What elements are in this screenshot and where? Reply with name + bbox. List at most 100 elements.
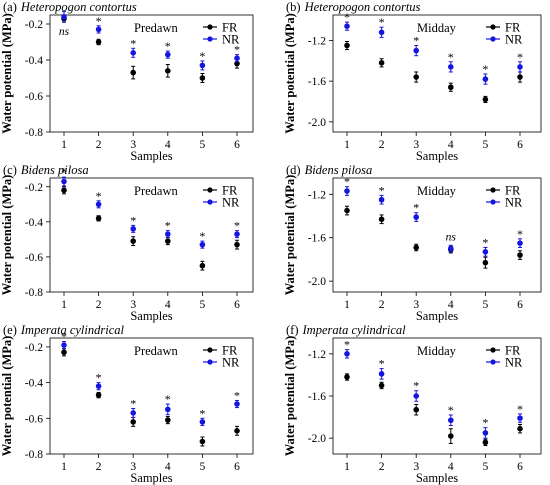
point-NR bbox=[482, 76, 489, 82]
significance-label: * bbox=[482, 62, 488, 76]
point-NR bbox=[378, 29, 385, 36]
x-tick-label: 5 bbox=[483, 139, 489, 151]
point-NR bbox=[344, 188, 350, 194]
plot-frame bbox=[332, 177, 542, 293]
point-FR bbox=[95, 215, 102, 222]
significance-label: * bbox=[96, 371, 102, 385]
time-label: Predawn bbox=[134, 21, 178, 35]
x-tick-label: 2 bbox=[379, 139, 385, 151]
legend-marker-FR bbox=[207, 187, 213, 193]
point-FR bbox=[448, 433, 454, 439]
significance-label: * bbox=[130, 36, 136, 50]
y-tick-label: -0.2 bbox=[25, 19, 43, 31]
y-tick-label: -0.2 bbox=[25, 342, 43, 354]
point-NR bbox=[234, 231, 240, 237]
y-tick-label: -0.4 bbox=[25, 217, 43, 229]
legend-label-FR: FR bbox=[222, 184, 238, 198]
plot-frame bbox=[49, 14, 254, 133]
x-tick-label: 4 bbox=[165, 139, 171, 151]
y-axis-title: Water potential (MPa) bbox=[0, 13, 14, 134]
point-FR bbox=[234, 428, 240, 434]
x-tick-label: 4 bbox=[165, 299, 171, 311]
y-tick-label: -1.6 bbox=[308, 391, 326, 403]
significance-label: * bbox=[379, 15, 385, 29]
legend-label-FR: FR bbox=[505, 21, 521, 35]
x-axis-title: Samples bbox=[130, 309, 172, 323]
point-NR bbox=[378, 371, 385, 377]
significance-label: * bbox=[344, 10, 350, 24]
legend-marker-FR bbox=[490, 24, 496, 30]
x-tick-label: 2 bbox=[379, 461, 385, 473]
point-FR bbox=[344, 42, 350, 49]
significance-label: * bbox=[413, 379, 419, 393]
point-NR bbox=[234, 55, 240, 61]
legend-marker-NR bbox=[207, 36, 213, 42]
point-FR bbox=[482, 96, 489, 103]
panel-letter: (c) bbox=[3, 163, 17, 177]
legend-marker-FR bbox=[490, 187, 496, 193]
x-tick-label: 2 bbox=[96, 139, 102, 151]
x-tick-label: 1 bbox=[344, 461, 350, 473]
legend-label-FR: FR bbox=[505, 184, 521, 198]
point-FR bbox=[199, 438, 206, 445]
plot-frame bbox=[49, 177, 254, 293]
point-NR bbox=[130, 226, 136, 232]
significance-label: * bbox=[517, 50, 523, 64]
y-tick-label: -0.6 bbox=[25, 91, 43, 103]
x-tick-label: 5 bbox=[200, 139, 206, 151]
x-tick-label: 4 bbox=[448, 299, 454, 311]
significance-label: * bbox=[96, 189, 102, 203]
time-label: Midday bbox=[417, 21, 457, 35]
point-FR bbox=[165, 68, 171, 74]
legend-label-NR: NR bbox=[505, 196, 523, 210]
x-tick-label: 1 bbox=[61, 299, 67, 311]
legend-marker-FR bbox=[207, 24, 213, 30]
significance-label: * bbox=[344, 338, 350, 352]
legend-label-NR: NR bbox=[505, 33, 523, 47]
significance-label: * bbox=[413, 34, 419, 48]
species-name: Heteropogon contortus bbox=[20, 0, 137, 14]
point-NR bbox=[61, 178, 67, 185]
x-tick-label: 6 bbox=[234, 461, 240, 473]
x-tick-label: 1 bbox=[344, 299, 350, 311]
point-NR bbox=[61, 342, 67, 348]
x-tick-label: 3 bbox=[413, 461, 419, 473]
x-tick-label: 5 bbox=[483, 299, 489, 311]
x-tick-label: 2 bbox=[379, 299, 385, 311]
x-tick-label: 5 bbox=[483, 461, 489, 473]
panel-label: (a) Heteropogon contortus bbox=[3, 0, 137, 14]
point-NR bbox=[165, 231, 171, 237]
point-FR bbox=[61, 349, 67, 356]
x-tick-label: 2 bbox=[96, 299, 102, 311]
y-tick-label: -0.4 bbox=[25, 55, 43, 67]
legend-marker-NR bbox=[207, 199, 213, 205]
x-axis-title: Samples bbox=[416, 471, 458, 485]
legend-label-NR: NR bbox=[222, 196, 240, 210]
panel-label: (e) Imperata cylindrical bbox=[3, 323, 125, 337]
point-NR bbox=[130, 50, 136, 56]
time-label: Midday bbox=[417, 184, 457, 198]
legend-marker-NR bbox=[490, 36, 496, 42]
legend-label-FR: FR bbox=[222, 344, 238, 358]
panel-letter: (e) bbox=[3, 323, 17, 337]
species-name: Imperata cylindrical bbox=[302, 323, 407, 337]
point-NR bbox=[130, 410, 136, 416]
significance-label: * bbox=[482, 416, 488, 430]
point-NR bbox=[199, 62, 206, 69]
point-NR bbox=[448, 417, 454, 424]
significance-label: * bbox=[199, 49, 205, 63]
species-name: Imperata cylindrical bbox=[20, 323, 125, 337]
x-tick-label: 6 bbox=[517, 139, 523, 151]
significance-label: * bbox=[61, 330, 67, 344]
y-tick-label: -1.6 bbox=[308, 76, 326, 88]
point-NR bbox=[95, 26, 102, 33]
significance-label: * bbox=[165, 39, 171, 53]
y-tick-label: -0.8 bbox=[25, 287, 43, 299]
significance-label: * bbox=[448, 403, 454, 417]
x-tick-label: 1 bbox=[344, 139, 350, 151]
